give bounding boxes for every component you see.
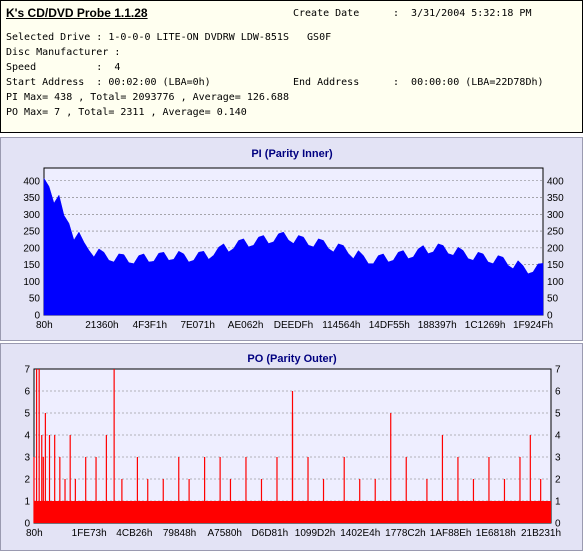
pi-chart: PI (Parity Inner) 0 50 100 150 200 250 300 350 4… [23, 148, 564, 331]
po-chart: PO (Parity Outer) 0 1 2 3 4 5 6 7 0 1 2 3 4 5 6 7 80h 1… [24, 353, 561, 539]
po-bar-series [33, 369, 551, 523]
pi-x-ticks: 80h 21360h 4F3F1h 7E071h AE062h DEEDFh 114564h… [36, 320, 553, 331]
x-tick-label: 1C1269h [465, 320, 506, 331]
y-tick-label-left: 1 [24, 497, 30, 508]
create-date-value: : 3/31/2004 5:32:18 PM [393, 8, 532, 19]
pi-y-ticks-right: 0 50 100 150 200 250 300 350 400 [547, 176, 564, 321]
y-tick-label-right: 0 [547, 311, 553, 322]
x-tick-label: DEEDFh [274, 320, 313, 331]
y-tick-label-left: 300 [23, 210, 40, 221]
y-tick-label-left: 200 [23, 243, 40, 254]
y-tick-label-right: 6 [555, 387, 561, 398]
y-tick-label-right: 5 [555, 409, 561, 420]
po-x-ticks: 80h 1FE73h 4CB26h 79848h A7580h D6D81h 1099D2h… [26, 528, 561, 539]
x-tick-label: 80h [36, 320, 53, 331]
pi-chart-panel: PI (Parity Inner) 0 50 100 150 200 250 300 350 4… [0, 137, 583, 341]
x-tick-label: 1099D2h [295, 528, 336, 539]
y-tick-label-right: 7 [555, 365, 561, 376]
y-tick-label-left: 2 [24, 475, 30, 486]
y-tick-label-left: 7 [24, 365, 30, 376]
x-tick-label: D6D81h [252, 528, 289, 539]
y-tick-label-right: 100 [547, 277, 564, 288]
app-title: K's CD/DVD Probe 1.1.28 [6, 6, 148, 20]
y-tick-label-left: 4 [24, 431, 30, 442]
pi-y-ticks-left: 0 50 100 150 200 250 300 350 400 [23, 176, 40, 321]
y-tick-label-right: 1 [555, 497, 561, 508]
y-tick-label-left: 100 [23, 277, 40, 288]
po-y-ticks-right: 0 1 2 3 4 5 6 7 [555, 365, 561, 530]
y-tick-label-left: 350 [23, 193, 40, 204]
po-stats: PO Max= 7 , Total= 2311 , Average= 0.140 [6, 107, 247, 118]
x-tick-label: 114564h [322, 320, 360, 331]
y-tick-label-left: 0 [24, 519, 30, 530]
x-tick-label: 1778C2h [385, 528, 426, 539]
pi-area-series [43, 177, 544, 316]
y-tick-label-right: 4 [555, 431, 561, 442]
info-header: K's CD/DVD Probe 1.1.28 Create Date : 3/… [0, 0, 583, 133]
x-tick-label: 1E6818h [476, 528, 516, 539]
end-address-label: End Address [293, 77, 360, 88]
y-tick-label-right: 300 [547, 210, 564, 221]
y-tick-label-left: 0 [34, 311, 40, 322]
x-tick-label: A7580h [207, 528, 241, 539]
y-tick-label-left: 250 [23, 227, 40, 238]
pi-chart-title: PI (Parity Inner) [251, 148, 333, 160]
x-tick-label: AE062h [228, 320, 264, 331]
y-tick-label-right: 3 [555, 453, 561, 464]
x-tick-label: 79848h [163, 528, 196, 539]
y-tick-label-left: 3 [24, 453, 30, 464]
y-tick-label-left: 6 [24, 387, 30, 398]
start-address: Start Address : 00:02:00 (LBA=0h) [6, 77, 211, 88]
po-chart-panel: PO (Parity Outer) 0 1 2 3 4 5 6 7 0 1 2 3 4 5 6 7 80h 1… [0, 343, 583, 551]
x-tick-label: 188397h [418, 320, 457, 331]
x-tick-label: 1F924Fh [513, 320, 553, 331]
y-tick-label-right: 50 [547, 294, 559, 305]
y-tick-label-right: 250 [547, 227, 564, 238]
y-tick-label-right: 350 [547, 193, 564, 204]
create-date-label: Create Date [293, 8, 360, 19]
y-tick-label-right: 200 [547, 243, 564, 254]
y-tick-label-right: 150 [547, 260, 564, 271]
po-y-ticks-left: 0 1 2 3 4 5 6 7 [24, 365, 30, 530]
x-tick-label: 1402E4h [340, 528, 380, 539]
x-tick-label: 7E071h [180, 320, 214, 331]
x-tick-label: 14DF55h [369, 320, 410, 331]
y-tick-label-left: 50 [29, 294, 41, 305]
x-tick-label: 1AF88Eh [430, 528, 472, 539]
y-tick-label-right: 2 [555, 475, 561, 486]
y-tick-label-left: 400 [23, 176, 40, 187]
y-tick-label-left: 5 [24, 409, 30, 420]
y-tick-label-right: 400 [547, 176, 564, 187]
x-tick-label: 1FE73h [72, 528, 107, 539]
speed: Speed : 4 [6, 62, 121, 73]
x-tick-label: 21B231h [521, 528, 561, 539]
selected-drive: Selected Drive : 1-0-0-0 LITE-ON DVDRW L… [6, 32, 332, 43]
x-tick-label: 4CB26h [116, 528, 152, 539]
y-tick-label-left: 150 [23, 260, 40, 271]
x-tick-label: 80h [26, 528, 43, 539]
pi-stats: PI Max= 438 , Total= 2093776 , Average= … [6, 92, 289, 103]
x-tick-label: 4F3F1h [133, 320, 167, 331]
end-address-value: : 00:00:00 (LBA=22D78Dh) [393, 77, 544, 88]
x-tick-label: 21360h [85, 320, 118, 331]
y-tick-label-right: 0 [555, 519, 561, 530]
disc-manufacturer: Disc Manufacturer : [6, 47, 121, 58]
po-chart-title: PO (Parity Outer) [247, 353, 337, 365]
